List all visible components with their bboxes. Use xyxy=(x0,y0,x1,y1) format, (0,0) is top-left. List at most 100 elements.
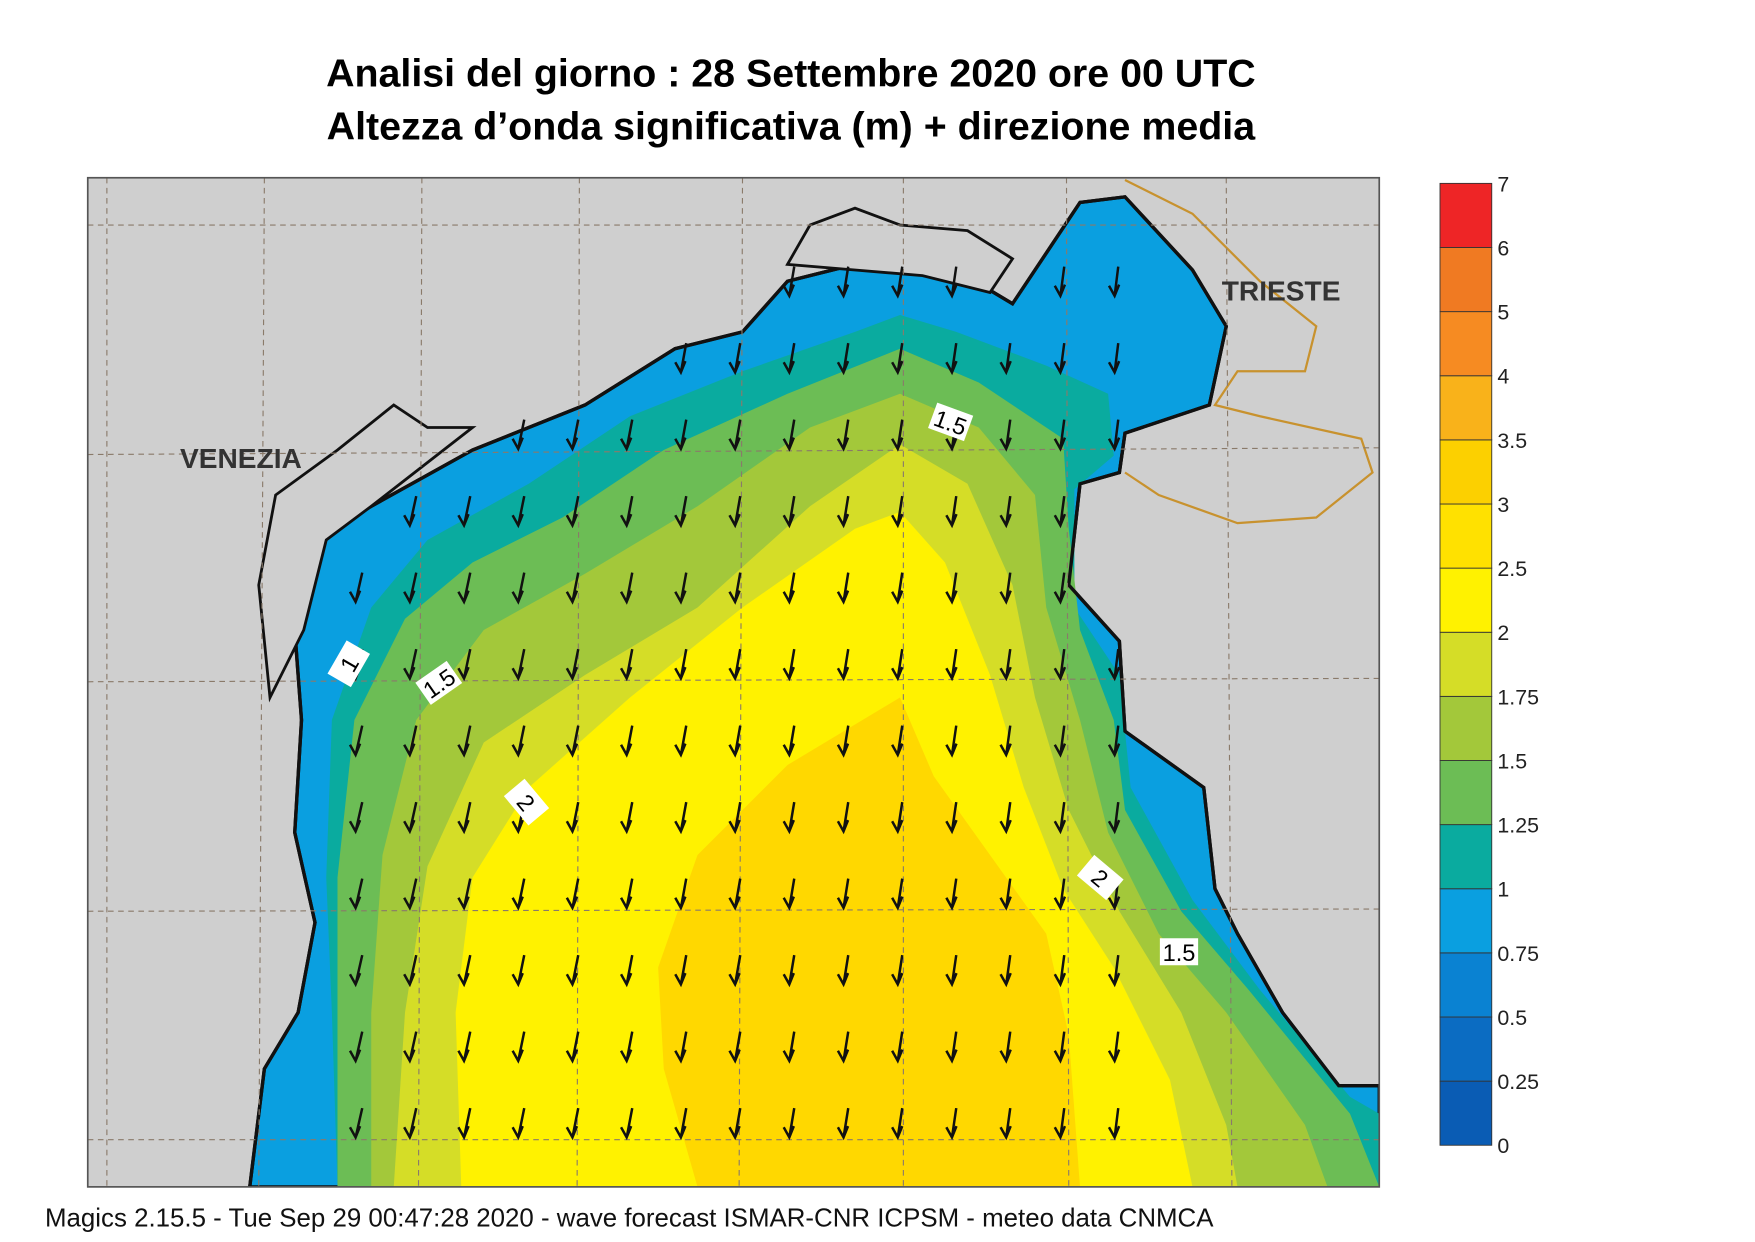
legend-level: 1.75 xyxy=(1497,685,1539,709)
arrow xyxy=(403,648,418,682)
arrow xyxy=(891,266,904,299)
arrow xyxy=(1053,266,1067,299)
legend-level: 3 xyxy=(1497,493,1509,517)
arrow xyxy=(457,801,472,835)
legend-band xyxy=(1439,247,1493,313)
arrow xyxy=(348,572,364,605)
arrow xyxy=(1053,342,1067,376)
arrow xyxy=(836,419,850,452)
arrow xyxy=(782,342,796,376)
arrow xyxy=(1053,878,1067,911)
arrow xyxy=(674,572,688,605)
footer: Magics 2.15.5 - Tue Sep 29 00:47:28 2020… xyxy=(45,1204,1214,1232)
arrow xyxy=(836,878,850,911)
arrow xyxy=(403,878,418,911)
arrow xyxy=(457,725,472,758)
arrow xyxy=(565,1107,580,1141)
arrow xyxy=(674,342,688,376)
arrow xyxy=(511,419,526,452)
legend-level: 0 xyxy=(1497,1134,1509,1158)
arrow xyxy=(728,342,742,376)
arrow xyxy=(674,419,688,452)
label-box xyxy=(1076,854,1124,901)
arrow xyxy=(782,878,796,911)
arrow xyxy=(619,725,634,758)
arrow xyxy=(782,648,796,682)
arrow xyxy=(891,725,904,758)
arrow xyxy=(782,495,796,529)
arrow xyxy=(945,1031,958,1064)
arrow xyxy=(728,648,742,682)
arrow xyxy=(1107,725,1121,758)
arrow xyxy=(728,572,742,605)
arrow xyxy=(1107,648,1121,682)
arrow xyxy=(999,648,1012,682)
arrow xyxy=(891,342,904,376)
legend-level: 7 xyxy=(1497,172,1509,196)
arrow xyxy=(1053,572,1067,605)
arrow xyxy=(619,801,634,835)
arrow xyxy=(945,801,958,835)
label-box xyxy=(327,640,371,688)
arrow xyxy=(565,801,580,835)
arrow xyxy=(836,1107,850,1141)
label-box xyxy=(928,402,974,442)
legend-band xyxy=(1439,952,1493,1018)
arrow xyxy=(674,725,688,758)
legend-level: 0.5 xyxy=(1497,1006,1527,1030)
legend-level: 4 xyxy=(1497,365,1509,389)
arrow xyxy=(565,954,580,988)
contour-label: 2 xyxy=(503,778,550,826)
arrow xyxy=(457,954,472,988)
legend: 0 0.25 0.5 0.75 1 1.25 1.5 1.75 2 2.5 3 3.5 4 5 6 7 xyxy=(1439,172,1539,1158)
contour-value: 1.5 xyxy=(1163,941,1196,967)
arrow xyxy=(619,495,634,529)
legend-level: 1.5 xyxy=(1497,749,1527,773)
arrow xyxy=(836,954,850,988)
legend-band xyxy=(1439,760,1493,826)
arrow xyxy=(565,725,580,758)
arrow xyxy=(348,801,364,835)
legend-band xyxy=(1439,311,1493,377)
arrow xyxy=(1107,342,1121,376)
arrow xyxy=(457,495,472,529)
legend-level: 5 xyxy=(1497,301,1509,325)
arrow xyxy=(619,954,634,988)
arrow xyxy=(999,342,1012,376)
legend-band xyxy=(1439,503,1493,569)
arrow xyxy=(782,1107,796,1141)
arrow xyxy=(1053,495,1067,529)
legend-band xyxy=(1439,375,1493,441)
contour-label: 1 xyxy=(327,640,371,688)
arrow xyxy=(999,572,1012,605)
arrows xyxy=(348,266,1121,1141)
arrow xyxy=(836,572,850,605)
arrow xyxy=(836,495,850,529)
arrow xyxy=(782,266,796,299)
arrow xyxy=(836,342,850,376)
arrow xyxy=(511,725,526,758)
arrow xyxy=(348,1107,364,1141)
coastline xyxy=(248,195,1380,1187)
arrow xyxy=(1053,1107,1067,1141)
arrow xyxy=(1107,801,1121,835)
arrow xyxy=(945,572,958,605)
border xyxy=(1124,178,1374,525)
arrow xyxy=(565,419,580,452)
arrow xyxy=(674,801,688,835)
arrow xyxy=(565,495,580,529)
legend-band xyxy=(1439,182,1493,248)
arrow xyxy=(836,648,850,682)
arrow xyxy=(1053,954,1067,988)
title-line: Altezza d’onda significativa (m) + direz… xyxy=(327,105,1257,149)
arrow xyxy=(619,419,634,452)
arrow xyxy=(836,1031,850,1064)
arrow xyxy=(565,572,580,605)
arrow xyxy=(511,954,526,988)
arrow xyxy=(619,648,634,682)
legend-band xyxy=(1439,439,1493,505)
arrow xyxy=(728,495,742,529)
arrow xyxy=(457,878,472,911)
arrow xyxy=(619,878,634,911)
